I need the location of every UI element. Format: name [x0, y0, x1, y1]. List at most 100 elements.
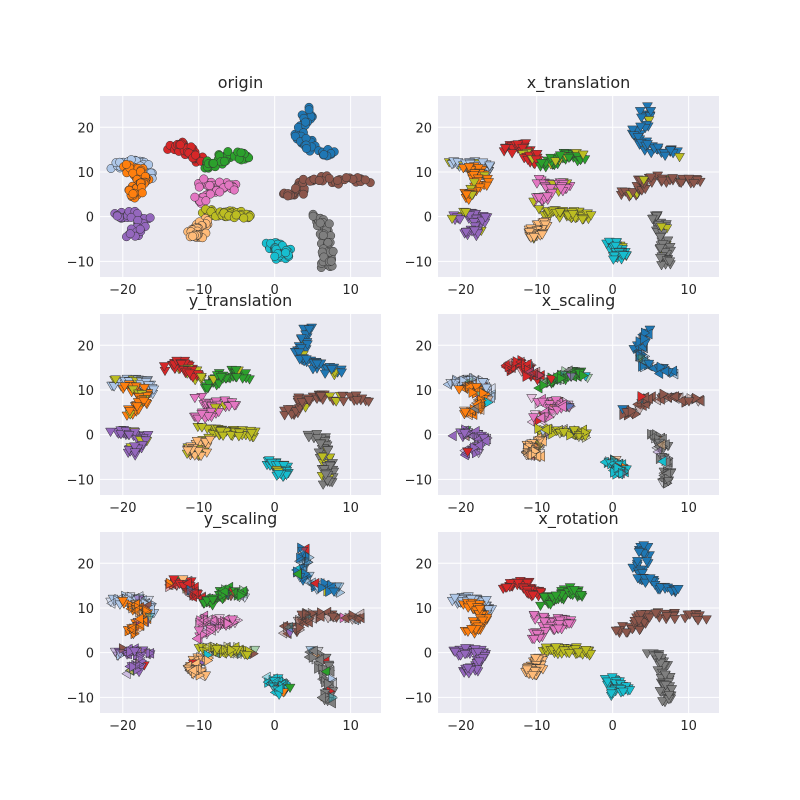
scatter-point: [653, 652, 665, 662]
scatter-point: [326, 697, 336, 709]
scatter-point: [241, 651, 253, 661]
scatter-point: [644, 613, 655, 623]
scatter-point: [528, 449, 538, 461]
scatter-point: [239, 213, 249, 223]
scatter-point: [137, 655, 148, 667]
scatter-point: [675, 178, 687, 189]
scatter-point: [536, 230, 548, 240]
scatter-point: [652, 143, 664, 153]
scatter-point: [469, 372, 479, 384]
scatter-point: [199, 174, 209, 184]
scatter-point: [459, 408, 471, 418]
scatter-point: [479, 387, 489, 399]
scatter-point: [550, 157, 562, 167]
scatter-point: [125, 229, 135, 239]
scatter-point: [229, 185, 239, 195]
scatter-point: [538, 593, 550, 603]
scatter-point: [568, 586, 580, 596]
scatter-point: [627, 188, 639, 198]
y-tick-label: 0: [424, 429, 432, 444]
scatter-point: [119, 382, 131, 392]
scatter-point: [635, 610, 647, 620]
scatter-point: [223, 147, 233, 157]
scatter-point: [506, 149, 518, 159]
scatter-point: [168, 575, 180, 585]
scatter-point: [554, 208, 566, 218]
scatter-point: [183, 585, 193, 597]
scatter-point: [635, 336, 645, 348]
y-tick-label: 10: [77, 602, 94, 617]
scatter-point: [480, 383, 492, 394]
scatter-point: [305, 613, 315, 625]
scatter-point: [563, 619, 575, 629]
scatter-point: [537, 435, 547, 447]
scatter-point: [473, 401, 483, 412]
scatter-point: [642, 102, 653, 112]
panels-root: −20 −10 0 10 −10 0 10 20 origin −20 −10 0 10 −10 0 10 20…: [67, 73, 719, 734]
scatter-point: [656, 361, 666, 373]
scatter-point: [360, 175, 370, 185]
y-tick-label: −10: [67, 691, 94, 706]
scatter-point: [632, 133, 644, 143]
scatter-point: [468, 387, 478, 398]
scatter-point: [638, 541, 650, 551]
x-tick-label: −20: [447, 719, 474, 734]
x-tick-label: 0: [271, 283, 279, 298]
scatter-point: [517, 144, 529, 154]
scatter-point: [318, 230, 328, 240]
scatter-point: [643, 116, 655, 126]
scatter-point: [663, 691, 675, 701]
scatter-point: [194, 182, 204, 192]
scatter-point: [450, 378, 462, 389]
scatter-point: [460, 208, 472, 218]
scatter-point: [317, 452, 328, 463]
scatter-point: [551, 406, 563, 416]
scatter-point: [197, 615, 208, 626]
scatter-point: [135, 224, 145, 234]
y-tick-label: 20: [415, 121, 432, 136]
scatter-point: [637, 391, 647, 402]
scatter-point: [326, 365, 338, 375]
scatter-point: [189, 586, 199, 598]
scatter-point: [351, 396, 363, 406]
scatter-point: [134, 602, 144, 614]
scatter-point: [575, 591, 587, 601]
scatter-point: [130, 605, 140, 617]
scatter-point: [683, 397, 695, 407]
scatter-point: [666, 685, 678, 695]
scatter-point: [692, 616, 704, 626]
y-tick-label: 0: [86, 429, 94, 444]
scatter-point: [219, 585, 229, 597]
scatter-point: [556, 372, 567, 384]
scatter-point: [196, 423, 208, 433]
scatter-point: [324, 173, 334, 183]
scatter-point: [307, 612, 317, 624]
scatter-point: [650, 609, 662, 619]
scatter-point: [283, 621, 293, 633]
scatter-point: [657, 455, 667, 467]
scatter-point: [610, 241, 621, 252]
scatter-point: [499, 144, 511, 154]
scatter-point: [620, 628, 632, 638]
scatter-point: [480, 435, 490, 447]
scatter-point: [105, 427, 116, 438]
scatter-point: [300, 355, 312, 365]
x-tick-label: −10: [185, 501, 212, 516]
scatter-point: [237, 374, 249, 384]
scatter-point: [326, 256, 336, 266]
scatter-point: [106, 597, 116, 609]
scatter-point: [633, 616, 645, 626]
scatter-point: [175, 360, 187, 370]
scatter-point: [635, 122, 647, 132]
scatter-point: [295, 622, 306, 634]
scatter-point: [324, 219, 334, 229]
scatter-point: [665, 146, 676, 156]
scatter-point: [315, 611, 325, 622]
scatter-point: [333, 582, 345, 592]
scatter-point: [585, 211, 597, 221]
scatter-point: [301, 144, 311, 153]
scatter-point: [284, 683, 296, 694]
scatter-point: [471, 383, 482, 393]
scatter-point: [563, 403, 575, 413]
scatter-point: [136, 652, 146, 664]
